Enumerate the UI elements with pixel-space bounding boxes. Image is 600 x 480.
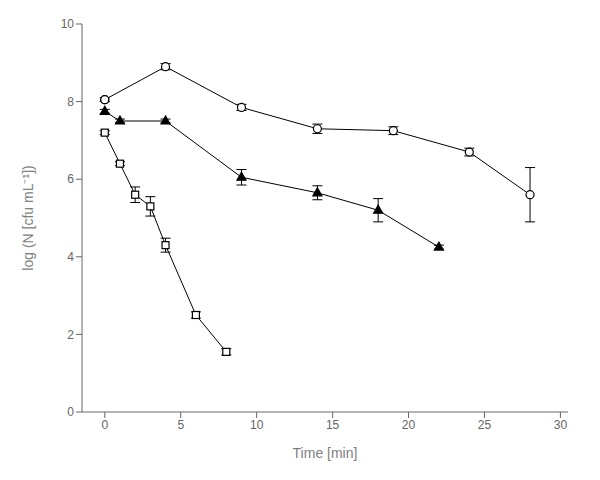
svg-text:Time [min]: Time [min] [293,445,358,461]
svg-text:20: 20 [402,418,416,432]
svg-text:0: 0 [67,405,74,419]
svg-text:5: 5 [177,418,184,432]
svg-text:15: 15 [326,418,340,432]
svg-text:10: 10 [250,418,264,432]
svg-text:2: 2 [67,328,74,342]
svg-text:10: 10 [61,17,75,31]
svg-text:25: 25 [478,418,492,432]
svg-text:6: 6 [67,172,74,186]
svg-text:log (N [cfu mL⁻¹]): log (N [cfu mL⁻¹]) [20,165,36,270]
svg-text:8: 8 [67,95,74,109]
svg-text:4: 4 [67,250,74,264]
svg-text:30: 30 [554,418,568,432]
svg-text:0: 0 [101,418,108,432]
